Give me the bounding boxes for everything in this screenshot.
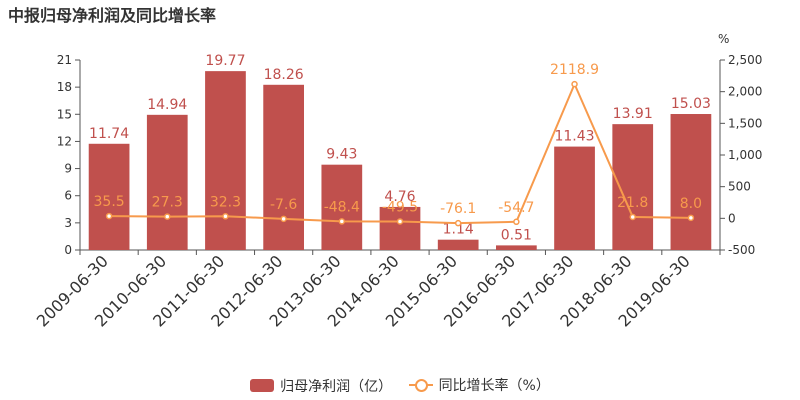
bar xyxy=(612,124,654,250)
bar xyxy=(554,146,595,250)
bar xyxy=(496,245,537,250)
growth-value-label: 27.3 xyxy=(152,195,183,211)
legend-item-growth[interactable]: 同比增长率（%） xyxy=(408,375,550,395)
growth-point xyxy=(222,213,229,220)
y-left-tick-label: 12 xyxy=(57,134,72,148)
growth-value-label: 21.8 xyxy=(617,195,648,211)
y-left-tick-label: 18 xyxy=(57,80,72,94)
bar-value-label: 9.43 xyxy=(326,147,357,163)
bar-value-label: 14.94 xyxy=(147,97,187,113)
growth-point xyxy=(687,214,695,222)
growth-point xyxy=(280,215,287,223)
growth-point xyxy=(338,218,346,225)
bar-value-label: 19.77 xyxy=(205,53,245,69)
y-left-tick-label: 9 xyxy=(64,162,72,176)
bar xyxy=(146,114,188,250)
bar-value-label: 15.03 xyxy=(671,96,711,112)
y-right-tick-label: 500 xyxy=(728,180,751,194)
bar-value-label: 0.51 xyxy=(501,227,532,243)
y-left-tick-label: 3 xyxy=(64,216,72,230)
legend-item-profit[interactable]: 归母净利润（亿） xyxy=(250,376,392,396)
growth-value-label: 32.3 xyxy=(210,194,241,210)
y-left-tick-label: 6 xyxy=(64,189,72,203)
bar xyxy=(670,114,712,250)
bar-value-label: 18.26 xyxy=(264,67,304,83)
legend: 归母净利润（亿） 同比增长率（%） xyxy=(0,375,800,396)
bar xyxy=(437,239,479,250)
bar xyxy=(321,164,363,250)
growth-point xyxy=(396,218,404,225)
growth-point xyxy=(164,213,171,220)
growth-value-label: -54.7 xyxy=(498,200,534,216)
y-left-tick-label: 21 xyxy=(57,53,72,67)
bar-value-label: 11.74 xyxy=(89,126,129,142)
growth-point xyxy=(513,218,520,226)
legend-label-profit: 归母净利润（亿） xyxy=(280,378,393,395)
y-left-tick-label: 0 xyxy=(64,243,72,257)
y-right-unit-label: % xyxy=(718,32,729,46)
growth-point xyxy=(571,80,578,88)
y-right-tick-label: 2,000 xyxy=(728,85,762,99)
bar-value-label: 1.14 xyxy=(443,222,474,238)
legend-label-growth: 同比增长率（%） xyxy=(438,378,550,394)
growth-point xyxy=(105,212,113,220)
growth-value-label: 8.0 xyxy=(680,196,702,212)
bar-value-label: 11.43 xyxy=(554,129,594,145)
growth-value-label: -48.4 xyxy=(324,199,360,215)
growth-point xyxy=(629,213,636,221)
y-right-tick-label: 1,000 xyxy=(728,148,762,162)
growth-value-label: -7.6 xyxy=(270,197,297,213)
chart-title: 中报归母净利润及同比增长率 xyxy=(8,6,217,25)
legend-line-swatch xyxy=(408,378,433,392)
bar-value-label: 13.91 xyxy=(613,106,653,122)
growth-value-label: 2118.9 xyxy=(550,62,599,78)
y-left-tick-label: 15 xyxy=(57,107,72,121)
legend-bar-swatch xyxy=(250,379,275,392)
growth-value-label: -76.1 xyxy=(440,201,476,217)
y-right-tick-label: -500 xyxy=(728,243,755,257)
y-right-tick-label: 1,500 xyxy=(728,116,762,130)
bar xyxy=(205,71,246,250)
bar xyxy=(88,143,130,250)
bar-value-label: 4.76 xyxy=(384,189,415,205)
growth-value-label: 35.5 xyxy=(94,194,125,210)
y-right-tick-label: 0 xyxy=(728,211,736,225)
y-right-tick-label: 2,500 xyxy=(728,53,762,67)
bar xyxy=(379,206,421,250)
growth-point xyxy=(454,219,462,227)
growth-value-label: -49.5 xyxy=(382,199,418,215)
bar xyxy=(263,84,304,251)
